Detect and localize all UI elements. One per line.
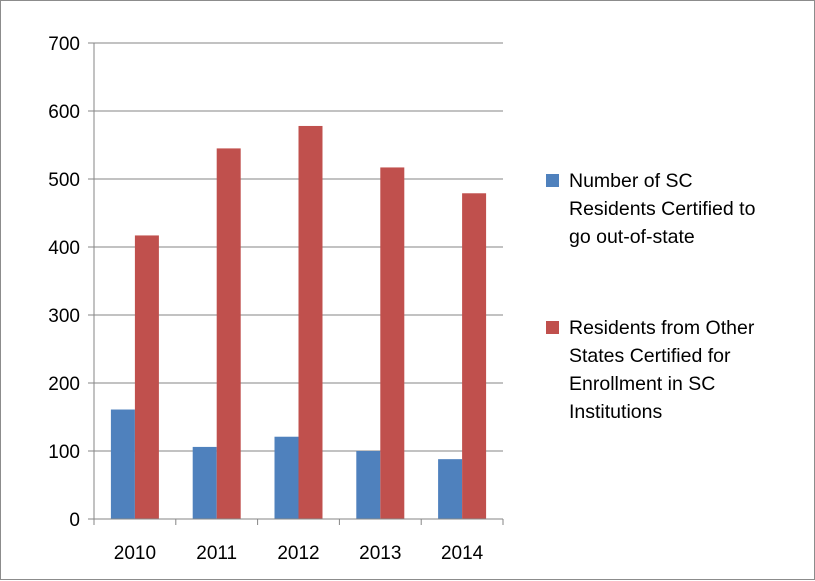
- y-tick-label: 100: [48, 442, 80, 463]
- y-tick-label: 0: [69, 510, 80, 531]
- x-tick-label: 2014: [441, 543, 484, 564]
- bar-series2-2010: [134, 235, 159, 519]
- y-tick-label: 300: [48, 306, 80, 327]
- legend-label-series1: Residents Certified to: [569, 198, 756, 220]
- y-tick-label: 600: [48, 102, 80, 123]
- legend-label-series2: Enrollment in SC: [569, 373, 715, 395]
- bar-series2-2012: [298, 125, 323, 520]
- legend: Number of SC Residents Certified to go out…: [546, 170, 756, 423]
- y-tick-labels: 0 100 200 300 400 500 600 700: [48, 34, 80, 531]
- bar-series1-2011: [192, 446, 217, 519]
- x-tick-label: 2010: [114, 543, 156, 564]
- bar-series1-2010: [110, 409, 135, 519]
- y-tick-label: 700: [48, 34, 80, 55]
- legend-label-series1: go out-of-state: [569, 226, 695, 248]
- bar-series1-2014: [438, 459, 463, 519]
- bar-series1-2012: [274, 436, 299, 519]
- legend-swatch-series2: [546, 321, 559, 334]
- bar-series2-2014: [462, 193, 487, 519]
- x-tick-label: 2013: [359, 543, 401, 564]
- bar-series2-2013: [380, 167, 405, 519]
- axes: [88, 42, 504, 525]
- legend-label-series2: States Certified for: [569, 345, 731, 367]
- legend-label-series1: Number of SC: [569, 170, 693, 192]
- bars: [110, 125, 487, 520]
- bar-series2-2011: [216, 148, 241, 519]
- y-tick-label: 200: [48, 374, 80, 395]
- x-tick-labels: 2010 2011 2012 2013 2014: [114, 543, 484, 564]
- legend-label-series2: Residents from Other: [569, 317, 755, 339]
- bar-series1-2013: [356, 451, 381, 519]
- x-tick-label: 2011: [196, 543, 237, 564]
- legend-swatch-series1: [546, 174, 559, 187]
- y-tick-label: 400: [48, 238, 80, 259]
- y-tick-label: 500: [48, 170, 80, 191]
- legend-label-series2: Institutions: [569, 401, 662, 423]
- x-tick-label: 2012: [277, 543, 319, 564]
